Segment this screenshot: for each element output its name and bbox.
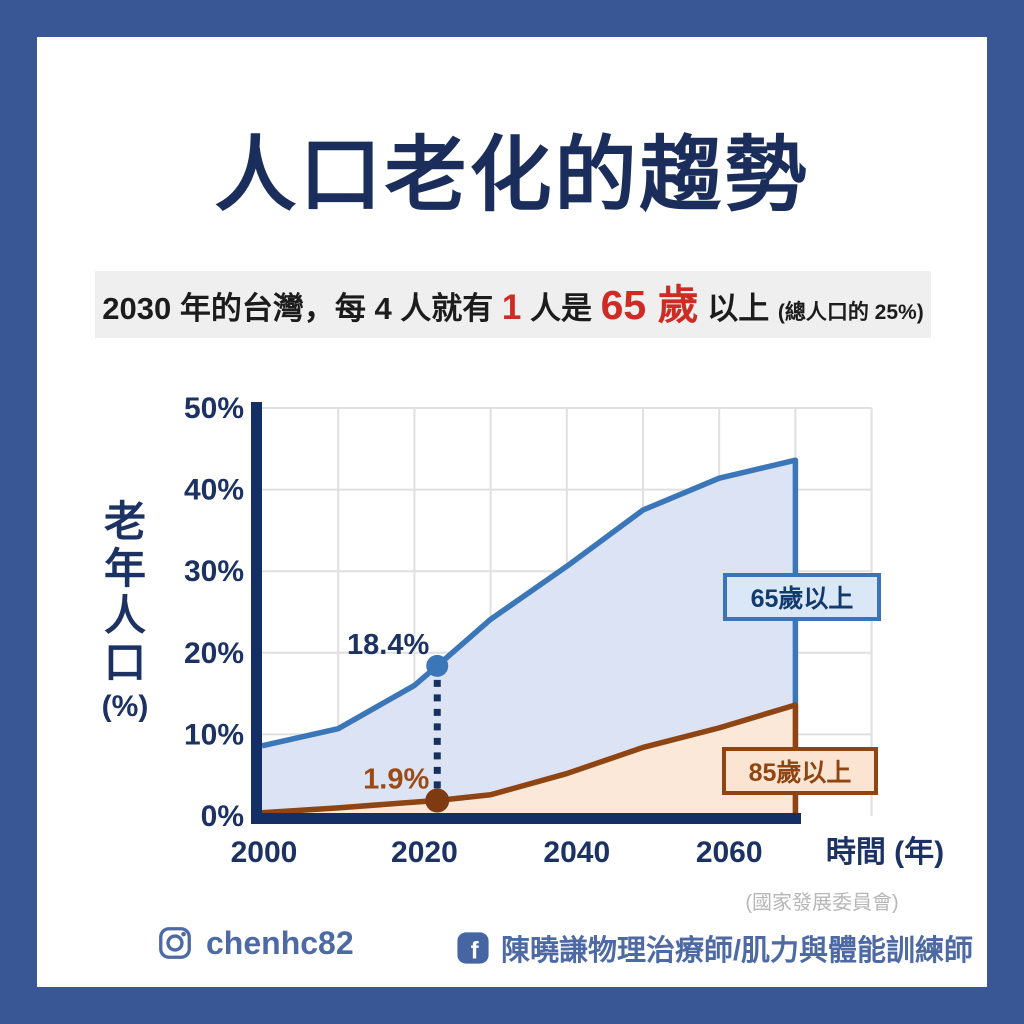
annotation-1.9%: 1.9%	[363, 763, 429, 795]
y-tick-label: 0%	[201, 800, 244, 833]
subtitle-segment: 人是	[521, 291, 601, 326]
instagram-link[interactable]: chenhc82	[156, 924, 354, 962]
y-tick-label: 10%	[184, 718, 244, 751]
legend-85-plus: 85歲以上	[722, 747, 878, 795]
marker-dot	[425, 788, 450, 813]
subtitle-segment: (總人口的 25%)	[777, 301, 924, 324]
facebook-link[interactable]: f 陳曉謙物理治療師/肌力與體能訓練師	[456, 927, 973, 969]
annotation-18.4%: 18.4%	[347, 629, 429, 661]
subtitle-segment: 65 歲	[600, 282, 699, 328]
y-tick-label: 20%	[184, 637, 244, 670]
y-tick-label: 40%	[184, 474, 244, 507]
y-axis-bar	[251, 402, 262, 824]
series-line-65歲以上	[261, 457, 799, 816]
data-source-note: (國家發展委員會)	[745, 892, 899, 914]
chart-2023-marker: 18.4% 1.9%	[347, 629, 450, 813]
page-title: 人口老化的趨勢	[214, 130, 810, 221]
facebook-page-name: 陳曉謙物理治療師/肌力與體能訓練師	[501, 935, 974, 967]
subtitle-segment: 2030 年的台灣，每 4 人就有	[102, 291, 502, 326]
legend-85-label: 85歲以上	[748, 759, 852, 787]
y-tick-label: 50%	[184, 392, 244, 425]
legend-65-plus: 65歲以上	[723, 573, 881, 621]
y-axis-title-char: 口	[103, 639, 146, 687]
series-area-85歲以上	[262, 705, 796, 816]
chart-axes	[251, 402, 801, 824]
subtitle-banner: 2030 年的台灣，每 4 人就有 1 人是 65 歲 以上 (總人口的 25%…	[95, 271, 931, 338]
white-card	[37, 37, 987, 987]
x-tick-label: 2000	[231, 836, 298, 869]
x-axis-bar	[251, 813, 801, 824]
facebook-icon: f	[457, 932, 489, 965]
instagram-icon	[159, 927, 191, 959]
marker-dot	[426, 654, 449, 677]
y-axis-title-unit: (%)	[101, 690, 149, 724]
chart-series-areas	[261, 457, 799, 816]
chart-tick-labels: 0% 10% 20% 30% 40% 50% 2000 2020 2040 2060 時間 (年)	[184, 392, 944, 869]
series-line-85歲以上	[261, 702, 799, 816]
x-tick-label: 2020	[391, 836, 458, 869]
series-area-65歲以上	[262, 460, 796, 816]
svg-text:f: f	[471, 938, 480, 965]
x-tick-label: 2040	[543, 836, 610, 869]
instagram-handle: chenhc82	[206, 924, 354, 961]
subtitle-segment: 1	[501, 288, 522, 327]
x-tick-label: 2060	[696, 836, 763, 869]
y-axis-title-char: 人	[103, 592, 146, 640]
y-axis-title-char: 老	[103, 498, 146, 545]
y-axis-title-char: 年	[103, 545, 146, 593]
legend-65-label: 65歲以上	[750, 585, 854, 613]
subtitle-segment: 以上	[698, 291, 778, 326]
y-tick-label: 30%	[184, 555, 244, 588]
x-axis-label: 時間 (年)	[826, 836, 944, 869]
y-axis-title: 老年人口 (%)	[96, 498, 154, 724]
